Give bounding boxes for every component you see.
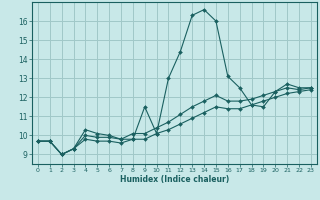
X-axis label: Humidex (Indice chaleur): Humidex (Indice chaleur) — [120, 175, 229, 184]
